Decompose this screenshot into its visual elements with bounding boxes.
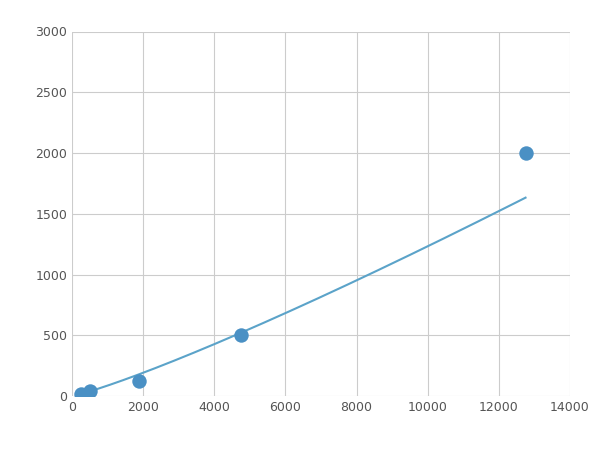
Point: [521, 149, 530, 157]
Point: [134, 377, 143, 384]
Point: [76, 390, 86, 397]
Point: [236, 332, 246, 339]
Point: [85, 387, 95, 395]
